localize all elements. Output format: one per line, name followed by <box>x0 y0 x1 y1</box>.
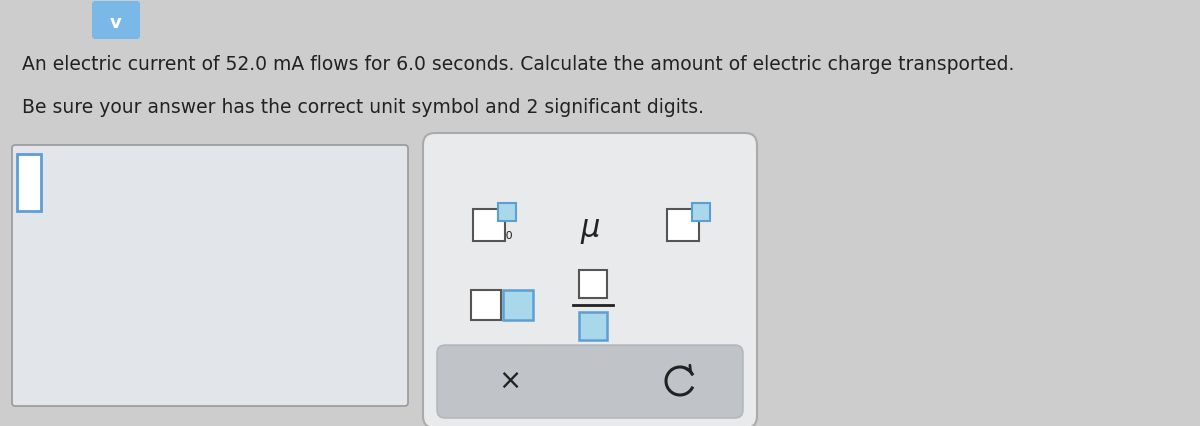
Text: Be sure your answer has the correct unit symbol and 2 significant digits.: Be sure your answer has the correct unit… <box>22 98 704 117</box>
FancyBboxPatch shape <box>12 145 408 406</box>
FancyBboxPatch shape <box>667 209 698 241</box>
FancyBboxPatch shape <box>580 312 607 340</box>
Text: v: v <box>110 14 122 32</box>
Text: ×: × <box>498 367 522 395</box>
FancyBboxPatch shape <box>92 1 140 39</box>
FancyBboxPatch shape <box>473 209 505 241</box>
FancyBboxPatch shape <box>470 290 502 320</box>
Text: x10: x10 <box>493 231 514 241</box>
FancyBboxPatch shape <box>503 290 533 320</box>
FancyBboxPatch shape <box>437 345 743 418</box>
Text: μ: μ <box>581 215 600 244</box>
FancyBboxPatch shape <box>498 202 516 221</box>
Text: ·: · <box>502 293 510 317</box>
Text: An electric current of 52.0 mA flows for 6.0 seconds. Calculate the amount of el: An electric current of 52.0 mA flows for… <box>22 55 1014 74</box>
FancyBboxPatch shape <box>692 202 710 221</box>
FancyBboxPatch shape <box>580 270 607 298</box>
FancyBboxPatch shape <box>424 133 757 426</box>
FancyBboxPatch shape <box>17 154 41 211</box>
